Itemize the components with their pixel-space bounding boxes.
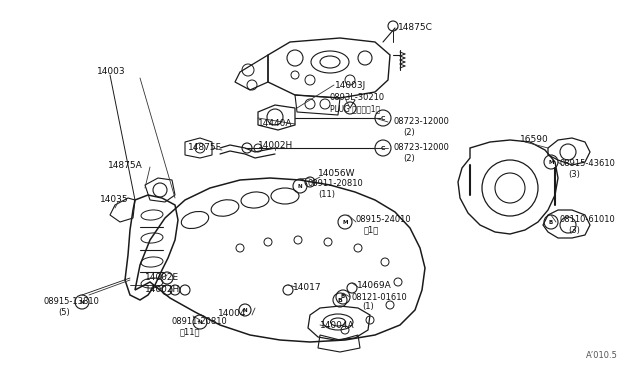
Text: N: N — [198, 320, 202, 324]
Text: (3): (3) — [568, 170, 580, 179]
Text: (11): (11) — [318, 189, 335, 199]
Text: 14002H: 14002H — [258, 141, 293, 150]
Text: （1）: （1） — [364, 225, 380, 234]
Text: (5): (5) — [58, 308, 70, 317]
Text: C: C — [381, 145, 385, 151]
Text: (2): (2) — [403, 154, 415, 164]
Text: 08915-13810: 08915-13810 — [44, 298, 100, 307]
Text: (1): (1) — [362, 302, 374, 311]
Text: 08723-12000: 08723-12000 — [393, 118, 449, 126]
Text: 14069A: 14069A — [357, 280, 392, 289]
Text: A’010.5: A’010.5 — [586, 351, 618, 360]
Text: N: N — [80, 299, 84, 305]
Text: 14875A: 14875A — [108, 160, 143, 170]
Text: 14875C: 14875C — [398, 23, 433, 32]
Text: 0893L-30210: 0893L-30210 — [330, 93, 385, 103]
Text: 08911-20810: 08911-20810 — [172, 317, 228, 327]
Text: 08110-61010: 08110-61010 — [560, 215, 616, 224]
Text: 08915-43610: 08915-43610 — [560, 160, 616, 169]
Text: N: N — [298, 183, 302, 189]
Text: M: M — [548, 160, 554, 164]
Text: 08915-24010: 08915-24010 — [356, 215, 412, 224]
Text: 16590: 16590 — [520, 135, 548, 144]
Text: 08911-20810: 08911-20810 — [308, 180, 364, 189]
Text: PLUG プラグ〈1〉: PLUG プラグ〈1〉 — [330, 105, 380, 113]
Text: N: N — [243, 308, 247, 312]
Text: 14004: 14004 — [218, 310, 246, 318]
Text: 14002H: 14002H — [145, 285, 180, 295]
Text: (2): (2) — [403, 128, 415, 138]
Text: 14875F: 14875F — [188, 144, 221, 153]
Text: B: B — [337, 298, 342, 302]
Text: 08723-12000: 08723-12000 — [393, 144, 449, 153]
Text: C: C — [381, 115, 385, 121]
Text: M: M — [342, 219, 348, 224]
Text: 14003: 14003 — [97, 67, 125, 76]
Text: B: B — [549, 219, 553, 224]
Text: （11）: （11） — [180, 327, 200, 337]
Text: 14056W: 14056W — [318, 169, 355, 177]
Text: 14017: 14017 — [293, 282, 322, 292]
Text: 14004A: 14004A — [320, 321, 355, 330]
Text: 08121-01610: 08121-01610 — [352, 292, 408, 301]
Text: 14003J: 14003J — [335, 80, 366, 90]
Text: (3): (3) — [568, 225, 580, 234]
Text: B: B — [341, 295, 345, 299]
Text: 14002E: 14002E — [145, 273, 179, 282]
Text: 14440A: 14440A — [258, 119, 292, 128]
Text: 14035: 14035 — [100, 196, 129, 205]
